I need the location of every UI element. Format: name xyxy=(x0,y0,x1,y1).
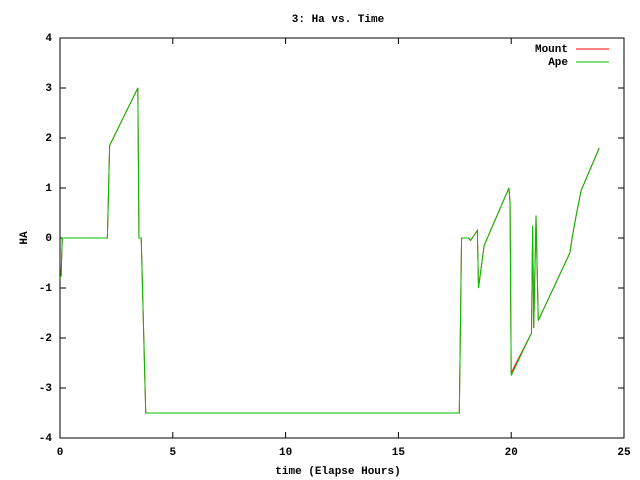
x-tick-label: 5 xyxy=(169,447,176,459)
x-tick-label: 10 xyxy=(279,447,292,459)
x-tick-label: 20 xyxy=(505,447,518,459)
y-axis-label: HA xyxy=(19,231,31,245)
legend-label: Ape xyxy=(548,57,568,69)
x-tick-label: 15 xyxy=(392,447,406,459)
chart-title: 3: Ha vs. Time xyxy=(292,14,385,26)
y-tick-label: -3 xyxy=(39,383,53,395)
y-tick-label: -1 xyxy=(39,283,53,295)
series-line xyxy=(59,87,600,414)
y-tick-label: 2 xyxy=(45,133,52,145)
x-tick-label: 25 xyxy=(617,447,631,459)
y-tick-label: 3 xyxy=(45,83,52,95)
legend-label: Mount xyxy=(535,44,568,56)
y-tick-label: 1 xyxy=(45,183,52,195)
y-tick-label: -2 xyxy=(39,333,52,345)
x-axis-label: time (Elapse Hours) xyxy=(275,466,400,478)
x-tick-label: 0 xyxy=(57,447,64,459)
y-tick-label: 4 xyxy=(45,33,52,45)
y-tick-label: 0 xyxy=(45,233,52,245)
y-tick-label: -4 xyxy=(39,433,53,445)
